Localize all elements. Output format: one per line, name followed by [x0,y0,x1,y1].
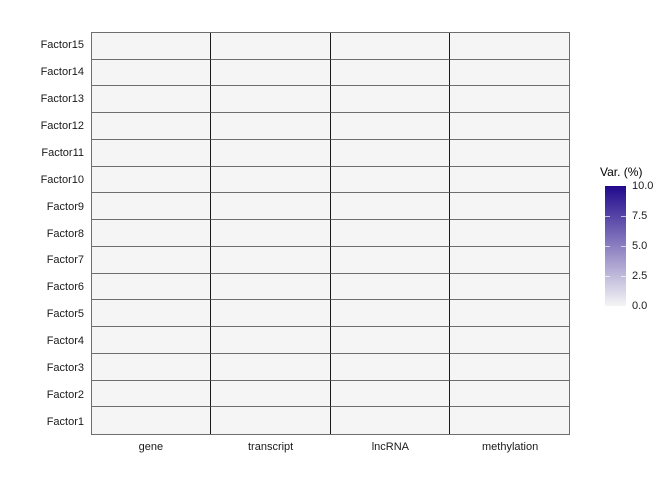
y-axis-label: Factor11 [41,146,84,159]
heatmap-cell [92,86,212,114]
heatmap-cell [449,86,569,114]
heatmap-cell [449,353,569,381]
heatmap-cell [449,139,569,167]
heatmap-cell [211,353,331,381]
y-axis-label: Factor13 [40,93,84,106]
heatmap-cell [92,166,212,194]
heatmap-cell [92,113,212,140]
legend-tick-label: 2.5 [632,270,648,282]
heatmap-cell [330,273,450,301]
heatmap-cell [330,327,450,354]
heatmap-cell [92,220,212,247]
heatmap-cell [92,246,212,274]
y-axis-label: Factor15 [40,39,84,52]
heatmap-cell [211,246,331,274]
heatmap-cell [330,353,450,381]
heatmap-cell [330,166,450,194]
heatmap-cell [330,113,450,140]
heatmap-cell [92,327,212,354]
heatmap-cell [449,33,569,60]
y-axis-label: Factor7 [46,254,84,267]
heatmap-panel [91,32,570,435]
heatmap-cell [449,407,569,434]
y-axis-label: Factor9 [46,200,84,213]
heatmap-cell [92,273,212,301]
y-axis-label: Factor6 [46,281,84,294]
y-axis-label: Factor14 [40,66,84,79]
y-axis-label: Factor12 [40,120,84,133]
heatmap-cell [449,273,569,301]
heatmap-cell [330,220,450,247]
legend-tick-label: 10.0 [632,180,654,192]
y-axis-label: Factor4 [46,334,84,347]
colorbar-tick [621,246,626,247]
heatmap-cell [449,59,569,87]
colorbar-tick [621,276,626,277]
heatmap-cell [449,113,569,140]
heatmap-cell [211,166,331,194]
x-axis-label: gene [138,441,164,453]
x-axis-label: transcript [248,441,294,453]
heatmap-cell [330,139,450,167]
x-axis-label: methylation [481,441,539,453]
heatmap-cell [211,113,331,140]
heatmap-cell [92,33,212,60]
heatmap-cell [92,193,212,221]
heatmap-cell [92,59,212,87]
heatmap-cell [92,139,212,167]
y-axis-label: Factor5 [46,308,84,321]
colorbar-tick [605,216,610,217]
heatmap-cell [330,193,450,221]
heatmap-cell [330,380,450,408]
y-axis-label: Factor2 [46,388,84,401]
heatmap-cell [92,353,212,381]
heatmap-cell [211,220,331,247]
heatmap-cell [92,407,212,434]
legend-tick-label: 5.0 [632,240,648,252]
heatmap-cell [449,166,569,194]
heatmap-cell [211,59,331,87]
legend-colorbar [605,186,626,306]
heatmap-cell [211,86,331,114]
colorbar-tick [605,276,610,277]
colorbar-tick [605,246,610,247]
heatmap-cell [449,193,569,221]
heatmap-cell [330,86,450,114]
heatmap-cell [211,300,331,328]
heatmap-cell [330,246,450,274]
y-axis-label: Factor8 [46,227,84,240]
heatmap-cell [449,300,569,328]
heatmap-cell [330,59,450,87]
heatmap-cell [330,33,450,60]
legend-tick-label: 0.0 [632,300,648,312]
y-axis-label: Factor3 [46,361,84,374]
heatmap-cell [211,380,331,408]
heatmap-cell [211,407,331,434]
legend-title: Var. (%) [600,165,643,179]
x-axis-label: lncRNA [371,441,410,453]
heatmap-cell [211,33,331,60]
heatmap-cell [211,193,331,221]
heatmap-cell [330,300,450,328]
heatmap-cell [92,300,212,328]
heatmap-cell [449,380,569,408]
heatmap-cell [211,273,331,301]
y-axis-label: Factor10 [40,173,84,186]
heatmap-cell [330,407,450,434]
heatmap-cell [211,139,331,167]
heatmap-cell [449,327,569,354]
y-axis-label: Factor1 [46,415,84,428]
legend-tick-label: 7.5 [632,210,648,222]
colorbar-tick [621,216,626,217]
heatmap-cell [92,380,212,408]
heatmap-cell [449,220,569,247]
heatmap-cell [449,246,569,274]
heatmap-cell [211,327,331,354]
